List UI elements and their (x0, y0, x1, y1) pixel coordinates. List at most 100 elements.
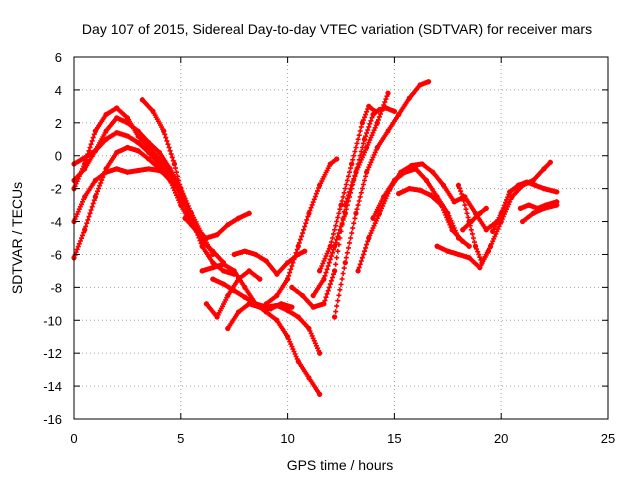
data-point (490, 228, 496, 235)
data-point (541, 205, 547, 211)
data-point (274, 292, 280, 299)
data-point (321, 276, 327, 282)
data-point (541, 186, 547, 192)
data-point (210, 265, 216, 271)
data-point (220, 261, 227, 267)
data-point (455, 251, 462, 258)
data-point (225, 222, 231, 228)
data-point (498, 210, 504, 216)
data-point (327, 243, 333, 249)
data-point (366, 103, 372, 109)
data-point (146, 156, 152, 162)
chart-title: Day 107 of 2015, Sidereal Day-to-day VTE… (82, 21, 592, 37)
x-tick-label: 0 (70, 431, 77, 446)
data-point (438, 202, 444, 208)
data-point (331, 268, 338, 274)
data-point (460, 227, 466, 233)
data-point (235, 215, 242, 221)
data-point (82, 227, 88, 233)
y-tick-label: -12 (43, 346, 62, 361)
data-point (472, 243, 479, 249)
data-point (355, 268, 361, 274)
x-tick-label: 20 (494, 431, 508, 446)
data-point (257, 276, 263, 282)
data-point (146, 144, 152, 151)
data-point (285, 276, 291, 282)
data-point (156, 149, 163, 156)
y-tick-label: -2 (50, 182, 62, 197)
data-point (82, 194, 88, 200)
y-tick-label: 2 (55, 116, 62, 131)
data-point (391, 177, 397, 184)
data-point (139, 97, 145, 103)
y-tick-label: -14 (43, 379, 62, 394)
data-point (554, 189, 560, 195)
data-point (252, 251, 259, 258)
data-point (406, 186, 412, 192)
data-point (220, 268, 227, 274)
data-point (263, 258, 269, 264)
data-point (353, 210, 359, 216)
data-point (419, 161, 425, 167)
data-point (376, 107, 383, 113)
data-point (342, 260, 348, 266)
y-tick-label: 0 (55, 149, 62, 164)
data-point (289, 304, 295, 310)
data-point (210, 260, 216, 266)
data-point (103, 166, 109, 172)
series-trace (139, 97, 237, 277)
series-trace (317, 103, 378, 274)
data-point (225, 292, 231, 299)
data-point (468, 218, 474, 225)
data-point (274, 302, 280, 309)
data-point (485, 248, 491, 254)
data-point (317, 391, 323, 397)
data-point (381, 194, 387, 200)
data-point (242, 248, 248, 254)
data-point (285, 307, 291, 313)
series-markers (210, 276, 323, 356)
data-point (428, 192, 434, 198)
data-point (479, 260, 485, 266)
y-tick-label: 4 (55, 83, 62, 98)
data-point (295, 243, 301, 249)
data-point (306, 325, 312, 332)
data-point (124, 133, 130, 139)
y-tick-label: -16 (43, 412, 62, 427)
data-point (466, 243, 472, 249)
data-point (321, 301, 327, 307)
x-axis-title: GPS time / hours (287, 457, 394, 473)
data-point (477, 265, 483, 271)
x-tick-label: 5 (177, 431, 184, 446)
data-point (210, 276, 216, 282)
data-point (124, 144, 130, 151)
data-point (135, 148, 141, 154)
data-point (353, 169, 359, 175)
data-point (440, 182, 447, 188)
x-tick-label: 25 (601, 431, 615, 446)
data-point (460, 238, 466, 244)
data-point (231, 288, 237, 294)
plot-frame (73, 56, 609, 420)
data-point (156, 156, 163, 162)
data-point (135, 139, 141, 146)
data-point (295, 314, 301, 320)
grid (74, 57, 608, 419)
data-point (252, 301, 259, 307)
data-point (171, 161, 177, 167)
data-point (519, 218, 526, 225)
series-trace (455, 182, 491, 266)
data-point (310, 292, 316, 299)
data-point (246, 210, 252, 216)
data-point (225, 325, 231, 332)
data-point (445, 248, 451, 254)
data-point (417, 187, 423, 193)
series-trace (370, 166, 472, 249)
data-point (231, 251, 237, 258)
y-axis: -16 -14 -12 -10 -8 -6 -4 -2 0 2 4 6 (43, 50, 608, 427)
y-tick-label: -6 (50, 247, 62, 262)
data-point (235, 276, 242, 282)
data-point (509, 194, 515, 200)
data-point (417, 82, 423, 88)
data-point (317, 268, 323, 274)
